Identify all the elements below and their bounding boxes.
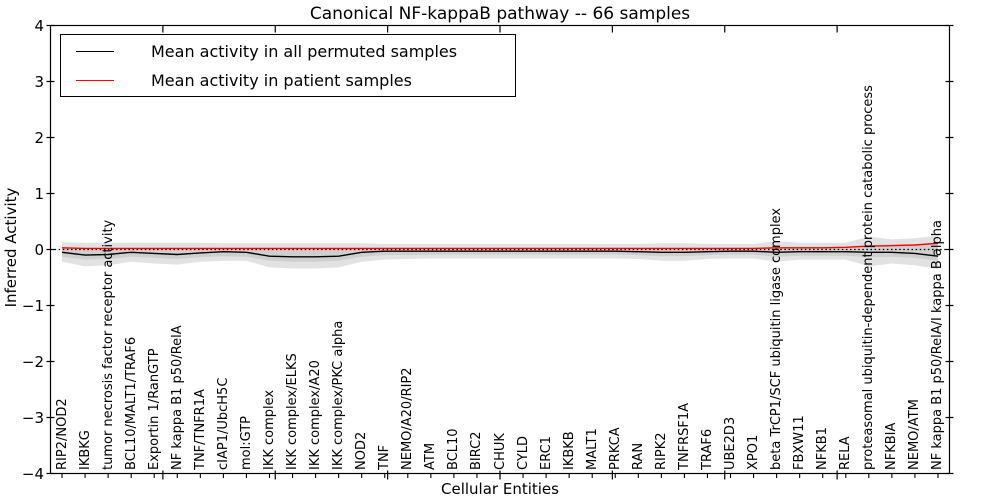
x-tick-label: IKK complex/ELKS [285,353,301,470]
x-tick-label: tumor necrosis factor receptor activity [100,219,116,470]
y-tick-label: −2 [21,352,44,371]
y-tick-label: 0 [34,240,44,259]
x-tick-label: NFKB1 [815,427,831,470]
x-tick-label: proteasomal ubiquitin-dependent protein … [861,85,877,470]
legend-item-patient: Mean activity in patient samples [61,66,515,95]
x-tick-label: CHUK [492,433,508,470]
x-tick-label: IKBKB [561,431,577,470]
x-tick-label: NEMO/A20/RIP2 [400,367,416,470]
x-tick-label: TNF/TNFR1A [192,389,208,470]
x-tick-label: MALT1 [584,428,600,470]
legend-line-sample-red-icon [76,80,114,81]
chart-title: Canonical NF-kappaB pathway -- 66 sample… [309,4,691,24]
x-tick-label: Exportin 1/RanGTP [146,348,162,470]
x-tick-label: BCL10 [446,428,462,470]
y-tick-label: 3 [34,72,44,91]
y-tick-label: −3 [21,408,44,427]
y-tick-label: 1 [34,184,44,203]
x-tick-label: FBXW11 [792,415,808,470]
x-tick-label: XPO1 [746,434,762,470]
x-tick-label: PRKCA [607,427,623,470]
x-axis-title: Cellular Entities [441,480,559,498]
x-tick-label: IKK complex/A20 [308,360,324,470]
x-tick-label: IKBKG [77,430,93,470]
permuted-mean-line [61,250,939,258]
x-tick-label: TNFRSF1A [676,402,692,470]
y-tick-label: −1 [21,296,44,315]
x-tick-label: mol:GTP [238,416,254,470]
x-tick-label: CYLD [515,435,531,470]
x-tick-label: beta TrCP1/SCF ubiquitin ligase complex [769,207,785,470]
legend: Mean activity in all permuted samples Me… [60,34,516,97]
patient-mean-line [61,242,939,250]
x-tick-label: BCL10/MALT1/TRAF6 [123,336,139,470]
y-tick-label: −4 [21,464,44,483]
x-tick-label: IKK complex [261,389,277,470]
y-tick-label: 4 [34,16,44,35]
x-tick-label: NOD2 [354,431,370,470]
x-tick-label: NF kappa B1 p50/RelA/I kappa B alpha [930,220,946,470]
y-tick-label: 2 [34,128,44,147]
x-tick-label: NF kappa B1 p50/RelA [169,325,185,470]
x-tick-label: IKK complex/PKC alpha [331,320,347,470]
x-tick-label: TNF [377,444,393,470]
x-tick-label: NFKBIA [884,422,900,470]
legend-line-sample-black-icon [76,51,114,52]
x-tick-label: RIPK2 [653,432,669,470]
x-tick-label: RIP2/NOD2 [54,398,70,470]
x-tick-label: RELA [838,436,854,470]
x-tick-label: NEMO/ATM [907,399,923,470]
x-tick-label: cIAP1/UbcH5C [215,377,231,470]
x-tick-label: UBE2D3 [723,416,738,470]
legend-item-permuted: Mean activity in all permuted samples [61,37,515,66]
x-tick-label: BIRC2 [469,431,485,471]
x-tick-label: TRAF6 [699,428,715,470]
y-axis-title: Inferred Activity [2,187,20,308]
x-tick-label: RAN [630,442,646,470]
legend-label-patient: Mean activity in patient samples [151,71,412,90]
x-tick-label: ERC1 [538,436,554,470]
legend-label-permuted: Mean activity in all permuted samples [151,42,458,61]
x-tick-label: ATM [423,442,439,470]
